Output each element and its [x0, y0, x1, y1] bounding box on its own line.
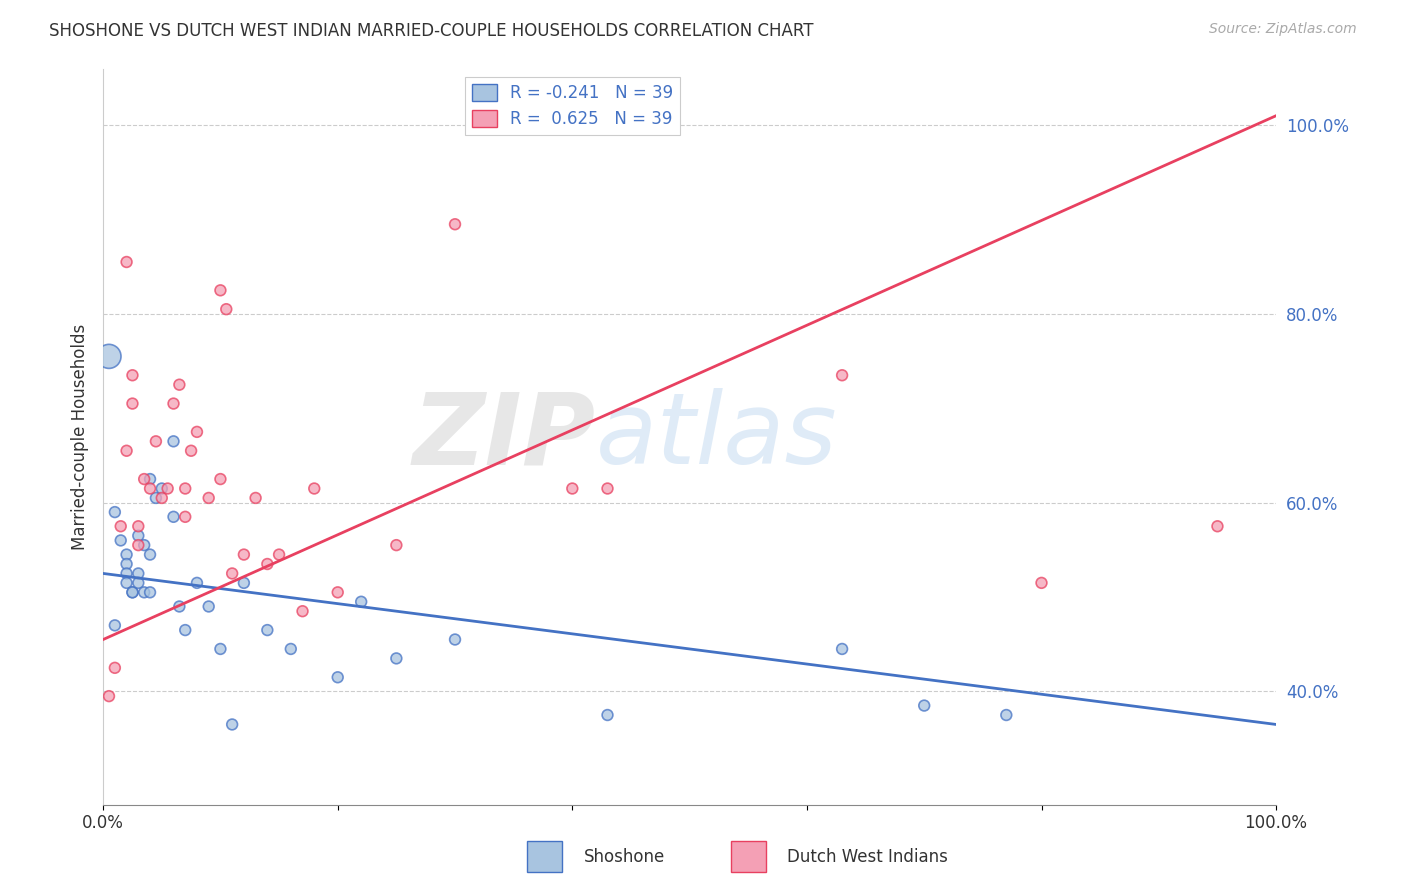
Point [444, 632, 467, 647]
Point [174, 509, 197, 524]
Point [596, 482, 619, 496]
Point [232, 548, 254, 562]
Point [115, 575, 138, 590]
Point [350, 595, 373, 609]
Point [115, 566, 138, 581]
Point [596, 708, 619, 723]
Text: ZIP: ZIP [413, 388, 596, 485]
Point [326, 585, 349, 599]
Point [121, 585, 143, 599]
Point [98, 350, 121, 364]
Point [104, 661, 127, 675]
Point [115, 557, 138, 571]
Point [104, 618, 127, 632]
Point [385, 651, 408, 665]
Point [121, 368, 143, 383]
Point [197, 491, 219, 505]
Point [995, 708, 1018, 723]
Point [145, 434, 167, 449]
Point [180, 443, 202, 458]
Point [209, 642, 232, 657]
Point [115, 548, 138, 562]
Point [174, 482, 197, 496]
Point [127, 566, 149, 581]
Legend: R = -0.241   N = 39, R =  0.625   N = 39: R = -0.241 N = 39, R = 0.625 N = 39 [465, 77, 679, 135]
Point [162, 396, 184, 410]
Point [326, 670, 349, 684]
Point [139, 472, 162, 486]
Point [98, 689, 121, 703]
Point [280, 642, 302, 657]
Point [221, 566, 243, 581]
Point [561, 482, 583, 496]
Point [139, 482, 162, 496]
Point [186, 575, 208, 590]
Point [186, 425, 208, 439]
Y-axis label: Married-couple Households: Married-couple Households [72, 324, 89, 549]
Point [209, 472, 232, 486]
Point [110, 519, 132, 533]
Point [197, 599, 219, 614]
Point [162, 434, 184, 449]
Point [831, 368, 853, 383]
Point [1206, 519, 1229, 533]
Point [127, 538, 149, 552]
Text: SHOSHONE VS DUTCH WEST INDIAN MARRIED-COUPLE HOUSEHOLDS CORRELATION CHART: SHOSHONE VS DUTCH WEST INDIAN MARRIED-CO… [49, 22, 814, 40]
Point [110, 533, 132, 548]
Point [291, 604, 314, 618]
Point [256, 623, 278, 637]
Point [150, 491, 173, 505]
Point [221, 717, 243, 731]
Point [831, 642, 853, 657]
Point [174, 623, 197, 637]
Point [215, 302, 238, 317]
Point [145, 491, 167, 505]
Point [121, 396, 143, 410]
Point [232, 575, 254, 590]
Point [912, 698, 935, 713]
Point [245, 491, 267, 505]
Point [1031, 575, 1053, 590]
Point [115, 443, 138, 458]
Point [444, 217, 467, 231]
Point [267, 548, 290, 562]
Point [127, 519, 149, 533]
Point [385, 538, 408, 552]
Point [150, 482, 173, 496]
Point [139, 585, 162, 599]
Point [104, 505, 127, 519]
Point [127, 575, 149, 590]
Point [121, 585, 143, 599]
Point [304, 482, 326, 496]
Point [169, 599, 191, 614]
Text: Source: ZipAtlas.com: Source: ZipAtlas.com [1209, 22, 1357, 37]
Point [169, 377, 191, 392]
Point [209, 283, 232, 297]
Text: Shoshone: Shoshone [583, 847, 665, 866]
Point [134, 538, 156, 552]
Point [256, 557, 278, 571]
Text: Dutch West Indians: Dutch West Indians [787, 847, 948, 866]
Point [115, 255, 138, 269]
Point [127, 529, 149, 543]
Point [156, 482, 179, 496]
Point [134, 585, 156, 599]
Text: atlas: atlas [596, 388, 838, 485]
Point [134, 472, 156, 486]
Point [139, 548, 162, 562]
Point [162, 509, 184, 524]
